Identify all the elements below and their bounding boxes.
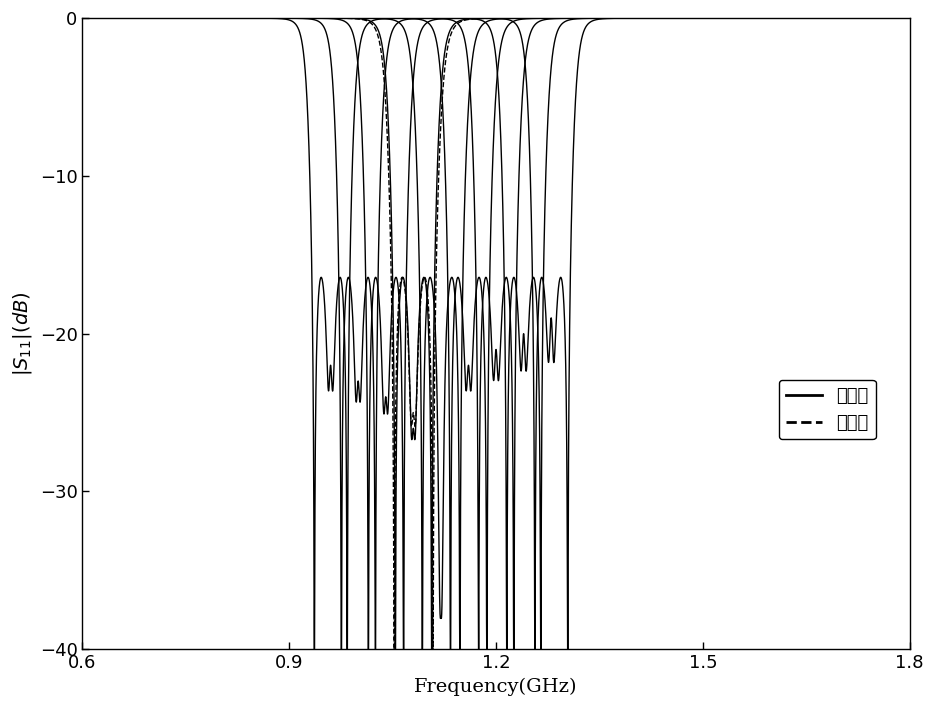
Y-axis label: $|S_{11}|(dB)$: $|S_{11}|(dB)$ bbox=[11, 291, 34, 376]
Legend: 测试値, 理论値: 测试値, 理论値 bbox=[779, 380, 876, 439]
X-axis label: Frequency(GHz): Frequency(GHz) bbox=[414, 677, 578, 696]
